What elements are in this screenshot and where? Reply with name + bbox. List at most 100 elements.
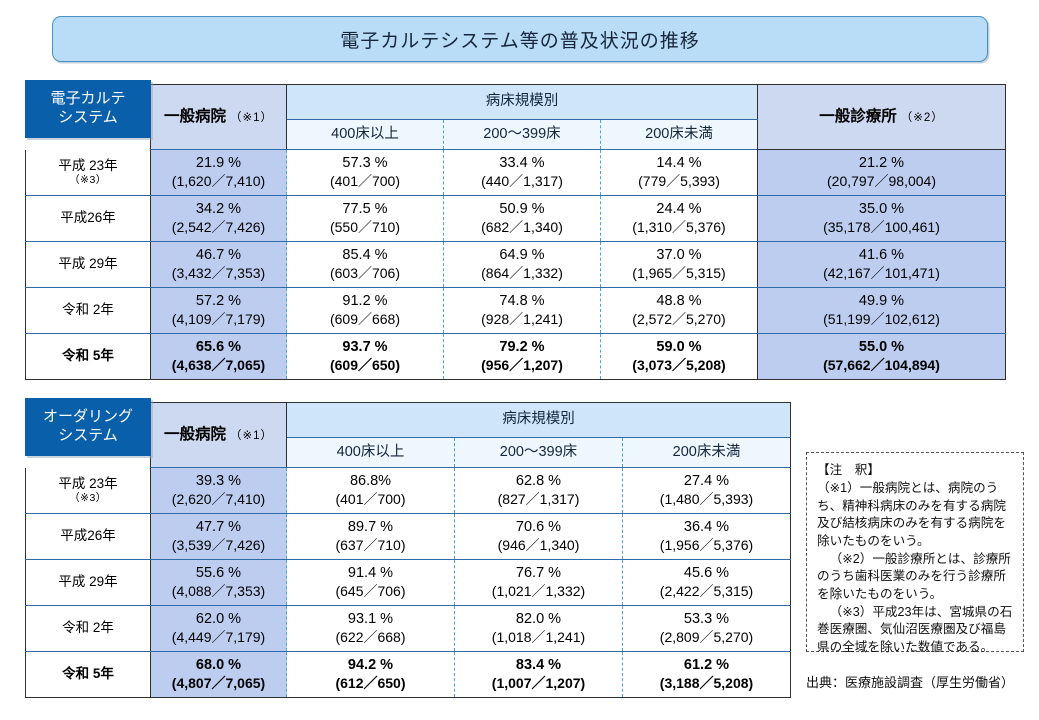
emr-cell-general-clinic-percent: 21.2 % (858, 155, 905, 172)
emr-cell-general-clinic: 49.9 % (51,199／102,612) (757, 287, 1006, 334)
ordering-cell-general-hospital-percent: 68.0 % (195, 657, 242, 674)
emr-cell-bed-200-399: 74.8 % (928／1,241) (443, 287, 601, 334)
emr-cell-bed-400-plus: 85.4 % (603／706) (286, 241, 444, 288)
footnote-item-3: （※3）平成23年は、宮城県の石巻医療圏、気仙沼医療圏及び福島県の全域を除いた数… (817, 605, 1013, 654)
ordering-cell-bed-200-399: 62.8 % (827／1,317) (454, 467, 623, 514)
emr-table-row: 平成26年 34.2 % (2,542／7,426) 77.5 % (550／710) 5… (25, 195, 1006, 242)
emr-table: 一般病院 （※1） 病床規模別 一般診療所 （※2） 400床以上 200～39… (25, 84, 1006, 380)
ordering-table-row: 平成 29年 55.6 % (4,088／7,353) 91.4 % (645／706)… (25, 559, 791, 606)
emr-cell-general-clinic-fraction: (51,199／102,612) (823, 310, 940, 327)
ordering-cell-general-hospital-fraction: (4,807／7,065) (171, 674, 266, 691)
emr-cell-bed-200-399: 79.2 % (956／1,207) (443, 333, 601, 380)
page-title: 電子カルテシステム等の普及状況の推移 (340, 30, 700, 52)
emr-cell-bed-200-399-percent: 33.4 % (499, 155, 545, 172)
ordering-cell-bed-under-200-percent: 53.3 % (683, 611, 730, 628)
ordering-cell-bed-under-200-fraction: (2,422／5,315) (659, 582, 754, 599)
emr-cell-bed-400-plus-fraction: (609／668) (329, 310, 401, 327)
emr-cell-general-clinic-percent: 35.0 % (858, 201, 905, 218)
emr-cell-general-hospital-percent: 46.7 % (195, 247, 242, 264)
ordering-cell-general-hospital: 39.3 % (2,620／7,410) (150, 467, 287, 514)
ordering-cell-bed-400-plus: 86.8% (401／700) (286, 467, 455, 514)
emr-cell-bed-under-200-fraction: (1,310／5,376) (632, 218, 726, 235)
ordering-table-container: 一般病院 （※1） 病床規模別 400床以上 200～399床 200床未満 平… (25, 398, 791, 698)
ordering-cell-general-hospital-percent: 47.7 % (195, 519, 242, 536)
emr-header-general-clinic-note: （※2） (900, 111, 944, 124)
emr-cell-bed-400-plus-percent: 85.4 % (342, 247, 388, 264)
emr-cell-bed-400-plus-fraction: (609／650) (329, 356, 401, 373)
emr-cell-general-hospital: 34.2 % (2,542／7,426) (150, 195, 287, 242)
emr-cell-bed-under-200-fraction: (3,073／5,208) (632, 356, 726, 373)
ordering-cell-bed-under-200: 61.2 % (3,188／5,208) (622, 651, 791, 698)
ordering-cell-general-hospital-percent: 39.3 % (195, 473, 242, 490)
emr-cell-bed-200-399-percent: 50.9 % (499, 201, 545, 218)
ordering-header-general-hospital: 一般病院 （※1） (150, 402, 287, 468)
ordering-cell-bed-400-plus: 93.1 % (622／668) (286, 605, 455, 652)
emr-cell-general-hospital-percent: 21.9 % (195, 155, 242, 172)
ordering-system-tab-line2: システム (58, 427, 118, 444)
ordering-row-year: 令和 5年 (25, 651, 151, 698)
ordering-cell-bed-under-200: 45.6 % (2,422／5,315) (622, 559, 791, 606)
emr-cell-bed-400-plus-percent: 93.7 % (342, 339, 388, 356)
ordering-cell-bed-200-399: 82.0 % (1,018／1,241) (454, 605, 623, 652)
ordering-cell-general-hospital-fraction: (3,539／7,426) (171, 536, 266, 553)
ordering-cell-bed-200-399-fraction: (946／1,340) (497, 536, 580, 553)
emr-cell-general-hospital-percent: 65.6 % (195, 339, 242, 356)
emr-cell-bed-400-plus-fraction: (603／706) (329, 264, 401, 281)
ordering-table-row: 令和 5年 68.0 % (4,807／7,065) 94.2 % (612／650) 8… (25, 651, 791, 698)
emr-cell-general-clinic-fraction: (35,178／100,461) (823, 218, 940, 235)
ordering-cell-bed-200-399-fraction: (827／1,317) (497, 490, 580, 507)
ordering-cell-general-hospital: 62.0 % (4,449／7,179) (150, 605, 287, 652)
emr-cell-general-hospital-fraction: (4,638／7,065) (171, 356, 266, 373)
emr-cell-bed-200-399: 33.4 % (440／1,317) (443, 149, 601, 196)
emr-row-year: 平成26年 (25, 195, 151, 242)
ordering-cell-bed-under-200: 36.4 % (1,956／5,376) (622, 513, 791, 560)
ordering-cell-general-hospital-fraction: (2,620／7,410) (171, 490, 266, 507)
emr-cell-general-hospital-fraction: (2,542／7,426) (171, 218, 266, 235)
ordering-cell-bed-400-plus-percent: 93.1 % (347, 611, 394, 628)
ordering-row-year-label: 令和 5年 (62, 666, 114, 682)
emr-table-body: 平成 23年 （※3） 21.9 % (1,620／7,410) 57.3 % (401／… (25, 149, 1006, 380)
emr-cell-general-clinic-percent: 41.6 % (858, 247, 905, 264)
ordering-cell-bed-under-200-fraction: (2,809／5,270) (659, 628, 754, 645)
emr-cell-bed-under-200-percent: 59.0 % (656, 339, 702, 356)
ordering-system-tab: オーダリング システム (25, 398, 151, 456)
emr-cell-bed-200-399-percent: 74.8 % (499, 293, 545, 310)
emr-table-row: 令和 5年 65.6 % (4,638／7,065) 93.7 % (609／650) 7… (25, 333, 1006, 380)
footnote-item-1: （※1）一般病院とは、病院のうち、精神科病床のみを有する病院及び結核病床のみを有… (817, 481, 1006, 548)
emr-cell-general-hospital: 21.9 % (1,620／7,410) (150, 149, 287, 196)
emr-cell-bed-under-200-fraction: (2,572／5,270) (632, 310, 726, 327)
ordering-cell-bed-under-200-fraction: (3,188／5,208) (659, 674, 754, 691)
ordering-cell-general-hospital: 47.7 % (3,539／7,426) (150, 513, 287, 560)
ordering-cell-bed-under-200-fraction: (1,480／5,393) (659, 490, 754, 507)
emr-header-general-clinic: 一般診療所 （※2） (757, 84, 1006, 150)
emr-cell-general-clinic: 41.6 % (42,167／101,471) (757, 241, 1006, 288)
emr-row-year-label: 令和 5年 (62, 348, 114, 364)
ordering-cell-bed-400-plus-fraction: (637／710) (335, 536, 406, 553)
emr-cell-general-hospital: 57.2 % (4,109／7,179) (150, 287, 287, 334)
ordering-table: 一般病院 （※1） 病床規模別 400床以上 200～399床 200床未満 平… (25, 402, 791, 698)
emr-cell-general-clinic: 35.0 % (35,178／100,461) (757, 195, 1006, 242)
ordering-cell-bed-200-399: 76.7 % (1,021／1,332) (454, 559, 623, 606)
ordering-row-year-label: 平成 29年 (58, 574, 118, 590)
emr-table-row: 平成 29年 46.7 % (3,432／7,353) 85.4 % (603／706)… (25, 241, 1006, 288)
ordering-cell-bed-under-200: 53.3 % (2,809／5,270) (622, 605, 791, 652)
emr-cell-bed-400-plus-percent: 91.2 % (342, 293, 388, 310)
emr-header-general-hospital: 一般病院 （※1） (150, 84, 287, 150)
ordering-system-tab-label: オーダリング システム (43, 408, 133, 446)
emr-cell-bed-200-399-percent: 64.9 % (499, 247, 545, 264)
ordering-header-general-hospital-note: （※1） (230, 429, 274, 442)
emr-cell-bed-under-200-percent: 24.4 % (656, 201, 702, 218)
ordering-cell-bed-400-plus-percent: 86.8% (349, 473, 392, 490)
emr-cell-general-hospital: 65.6 % (4,638／7,065) (150, 333, 287, 380)
ordering-cell-general-hospital: 68.0 % (4,807／7,065) (150, 651, 287, 698)
source-line: 出典：医療施設調査（厚生労働省） (806, 675, 1015, 690)
emr-cell-general-clinic-fraction: (20,797／98,004) (827, 172, 936, 189)
emr-cell-bed-under-200-percent: 37.0 % (656, 247, 702, 264)
ordering-header-bed-under-200: 200床未満 (622, 437, 791, 468)
emr-cell-bed-400-plus: 93.7 % (609／650) (286, 333, 444, 380)
emr-system-tab: 電子カルテ システム (25, 80, 151, 138)
ordering-table-row: 令和 2年 62.0 % (4,449／7,179) 93.1 % (622／668) 8… (25, 605, 791, 652)
emr-system-tab-label: 電子カルテ システム (50, 90, 125, 128)
ordering-cell-general-hospital-fraction: (4,449／7,179) (171, 628, 266, 645)
emr-cell-general-clinic-percent: 55.0 % (858, 339, 905, 356)
